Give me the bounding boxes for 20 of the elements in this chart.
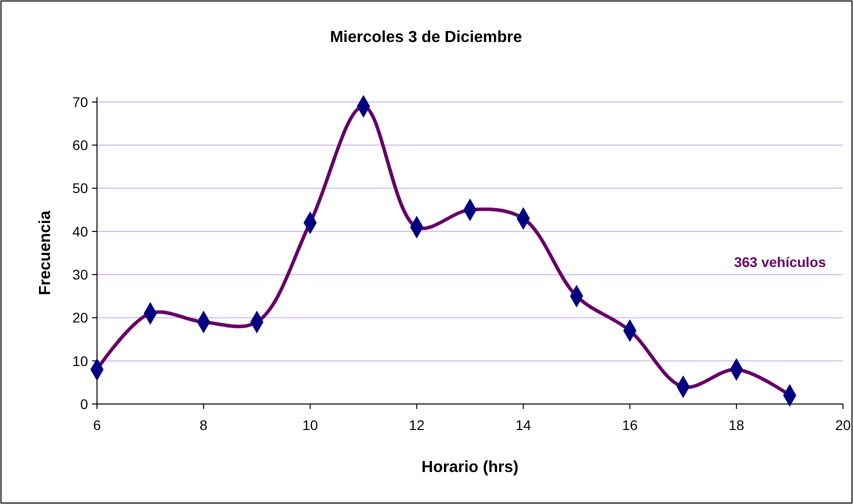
x-tick-label: 20 [835, 417, 851, 433]
x-tick-label: 8 [200, 417, 208, 433]
x-tick-label: 12 [408, 417, 425, 433]
y-tick-label: 70 [72, 94, 88, 110]
y-tick-label: 20 [72, 310, 88, 326]
x-tick-label: 14 [515, 417, 532, 433]
x-tick-label: 10 [302, 417, 318, 433]
y-tick-label: 50 [72, 180, 88, 196]
y-tick-label: 40 [72, 223, 88, 240]
y-tick-label: 0 [80, 396, 88, 412]
annotation: 363 vehículos [734, 254, 826, 270]
x-tick-label: 16 [622, 417, 638, 433]
y-axis-title: Frecuencia [37, 210, 54, 296]
x-tick-label: 18 [728, 417, 744, 433]
x-axis-title: Horario (hrs) [422, 459, 518, 476]
chart-title: Miercoles 3 de Diciembre [330, 29, 522, 46]
y-tick-label: 60 [72, 137, 88, 154]
y-tick-label: 10 [72, 352, 88, 369]
y-tick-label: 30 [72, 266, 88, 282]
x-tick-label: 6 [93, 417, 102, 433]
